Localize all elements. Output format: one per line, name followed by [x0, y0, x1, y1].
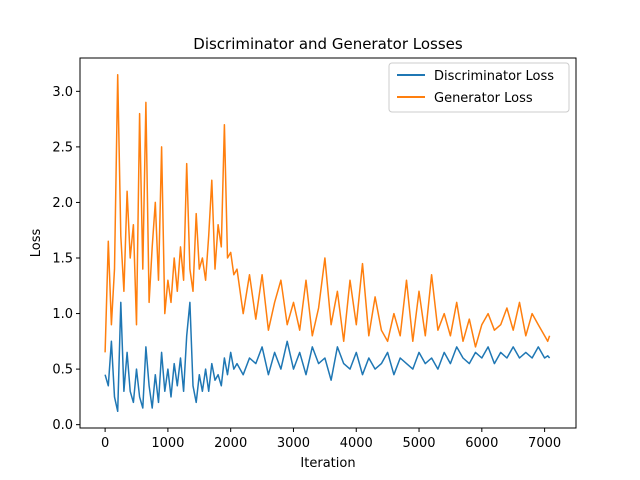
x-tick-label: 2000 — [214, 436, 247, 451]
series-line-discriminator-loss — [104, 301, 551, 413]
y-tick-label: 2.5 — [52, 140, 73, 155]
legend-label-generator: Generator Loss — [434, 91, 533, 106]
series-line-generator-loss — [104, 73, 551, 353]
legend: Discriminator Loss Generator Loss — [388, 62, 570, 113]
x-tick-label: 7000 — [528, 436, 561, 451]
y-axis-ticks: 0.0 0.5 1.0 1.5 2.0 2.5 3.0 — [52, 85, 80, 433]
x-tick-label: 5000 — [402, 436, 435, 451]
y-tick-label: 0.0 — [52, 418, 73, 433]
y-tick-label: 3.0 — [52, 85, 73, 100]
x-tick-label: 3000 — [277, 436, 310, 451]
y-axis-label: Loss — [29, 229, 44, 258]
y-tick-label: 1.5 — [52, 252, 73, 267]
y-tick-label: 2.0 — [52, 196, 73, 211]
legend-box — [388, 62, 570, 113]
x-tick-label: 0 — [101, 436, 109, 451]
axes-frame — [79, 57, 577, 429]
x-axis-label: Iteration — [300, 456, 355, 471]
x-tick-label: 1000 — [151, 436, 184, 451]
series-layer — [104, 73, 551, 413]
legend-label-discriminator: Discriminator Loss — [434, 69, 554, 84]
x-tick-label: 4000 — [340, 436, 373, 451]
y-tick-label: 0.5 — [52, 363, 73, 378]
chart-title: Discriminator and Generator Losses — [193, 35, 463, 53]
x-axis-ticks: 0 1000 2000 3000 4000 5000 6000 7000 — [101, 428, 561, 451]
plot-area — [79, 57, 577, 429]
x-tick-label: 6000 — [465, 436, 498, 451]
y-tick-label: 1.0 — [52, 307, 73, 322]
